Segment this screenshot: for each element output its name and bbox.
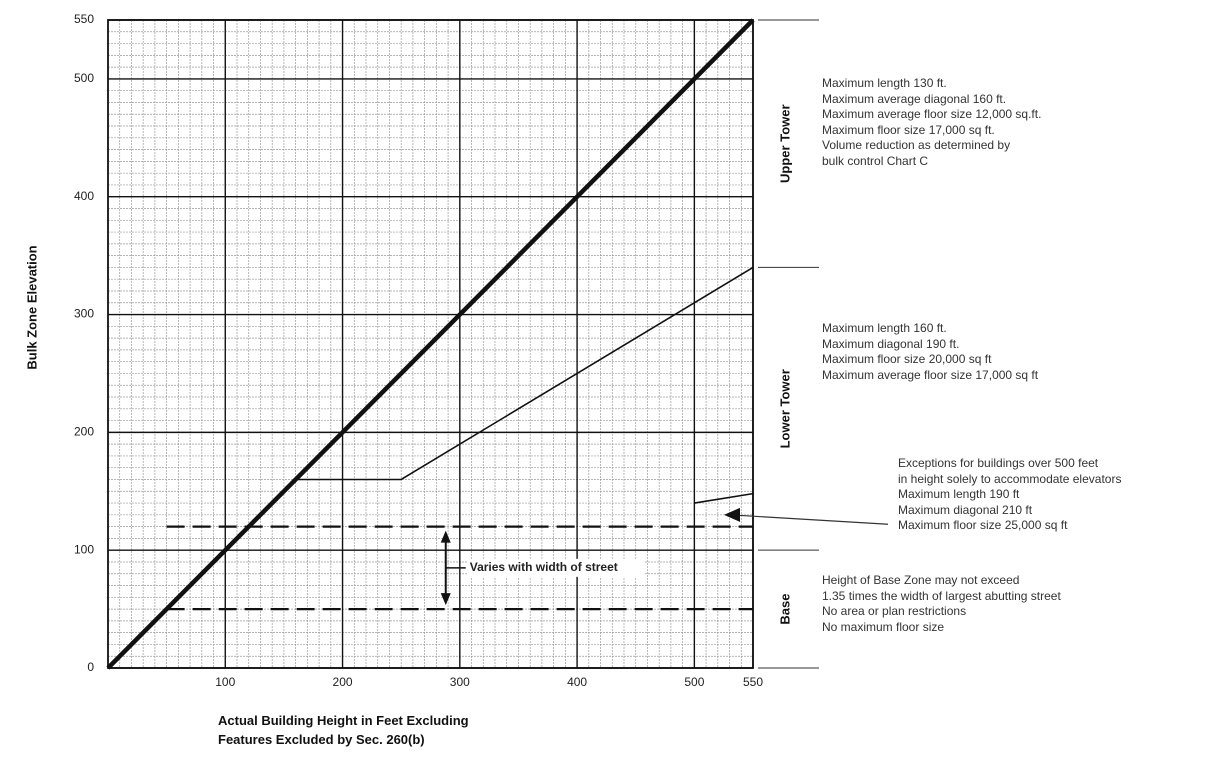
series-line-3: [694, 492, 754, 504]
lower-tower-notes: Maximum length 160 ft. Maximum diagonal …: [822, 321, 1038, 383]
note-line: Maximum length 160 ft.: [822, 321, 947, 335]
y-tick-label: 550: [74, 12, 94, 26]
x-tick-label: 500: [684, 675, 704, 689]
series-line-1: [106, 18, 755, 670]
y-tick-label: 0: [87, 660, 94, 674]
y-tick-label: 100: [74, 542, 94, 556]
note-line: Height of Base Zone may not exceed: [822, 573, 1020, 587]
note-line: Exceptions for buildings over 500 feet: [898, 456, 1099, 470]
zone-label: Upper Tower: [777, 104, 792, 183]
note-line: No maximum floor size: [822, 619, 945, 634]
note-line: bulk control Chart C: [822, 153, 929, 168]
exceptions-arrow-head: [724, 507, 740, 522]
x-tick-label: 300: [450, 675, 470, 689]
x-axis-title-line-2: Features Excluded by Sec. 260(b): [218, 732, 425, 747]
varies-label-bg: [467, 558, 644, 577]
series: [106, 18, 755, 670]
note-line: Volume reduction as determined by: [822, 138, 1011, 152]
varies-arrow-head-down: [440, 593, 451, 606]
series-line-2: [295, 266, 754, 481]
varies-label: Varies with width of street: [470, 560, 618, 574]
plot-frame: [107, 19, 754, 669]
varies-arrow-head-up: [440, 530, 451, 543]
y-tick-label: 400: [74, 189, 94, 203]
x-axis-title: Actual Building Height in Feet Excluding…: [218, 711, 469, 749]
y-axis-title: Bulk Zone Elevation: [24, 245, 40, 370]
note-line: 1.35 times the width of largest abutting…: [822, 588, 1061, 603]
note-line: Maximum length 130 ft.: [822, 76, 947, 90]
annotations: Varies with width of street: [440, 507, 889, 606]
note-line: Maximum average floor size 17,000 sq ft: [822, 367, 1039, 382]
zone-dividers: Upper Tower Lower Tower Base: [758, 19, 819, 669]
note-line: Maximum diagonal 210 ft: [898, 502, 1033, 517]
note-line: Maximum diagonal 190 ft.: [822, 336, 960, 351]
exceptions-leader: [729, 514, 889, 525]
note-line: Maximum floor size 17,000 sq ft.: [822, 122, 995, 137]
y-tick-label: 200: [74, 425, 94, 439]
x-axis-title-line-1: Actual Building Height in Feet Excluding: [218, 713, 469, 728]
note-line: Maximum length 190 ft: [898, 487, 1020, 501]
x-tick-label: 200: [333, 675, 353, 689]
note-line: Maximum average floor size 12,000 sq.ft.: [822, 107, 1042, 121]
zone-label: Lower Tower: [777, 369, 792, 448]
note-line: in height solely to accommodate elevator…: [898, 471, 1122, 486]
note-line: Maximum floor size 25,000 sq ft: [898, 518, 1068, 532]
note-line: Maximum average diagonal 160 ft.: [822, 91, 1007, 106]
note-line: Maximum floor size 20,000 sq ft: [822, 352, 992, 366]
y-tick-label: 300: [74, 307, 94, 321]
y-tick-label: 500: [74, 71, 94, 85]
exceptions-notes: Exceptions for buildings over 500 feet i…: [898, 456, 1121, 534]
x-tick-label: 100: [215, 675, 235, 689]
note-line: No area or plan restrictions: [822, 604, 967, 618]
x-tick-label: 400: [567, 675, 587, 689]
x-tick-label: 550: [743, 675, 763, 689]
tick-labels: 0 100 200 300 400 500 550 100 200 300 400 500 550: [74, 12, 763, 689]
zone-label: Base: [777, 594, 792, 625]
upper-tower-notes: Maximum length 130 ft. Maximum average d…: [822, 76, 1041, 169]
base-notes: Height of Base Zone may not exceed 1.35 …: [822, 573, 1061, 635]
